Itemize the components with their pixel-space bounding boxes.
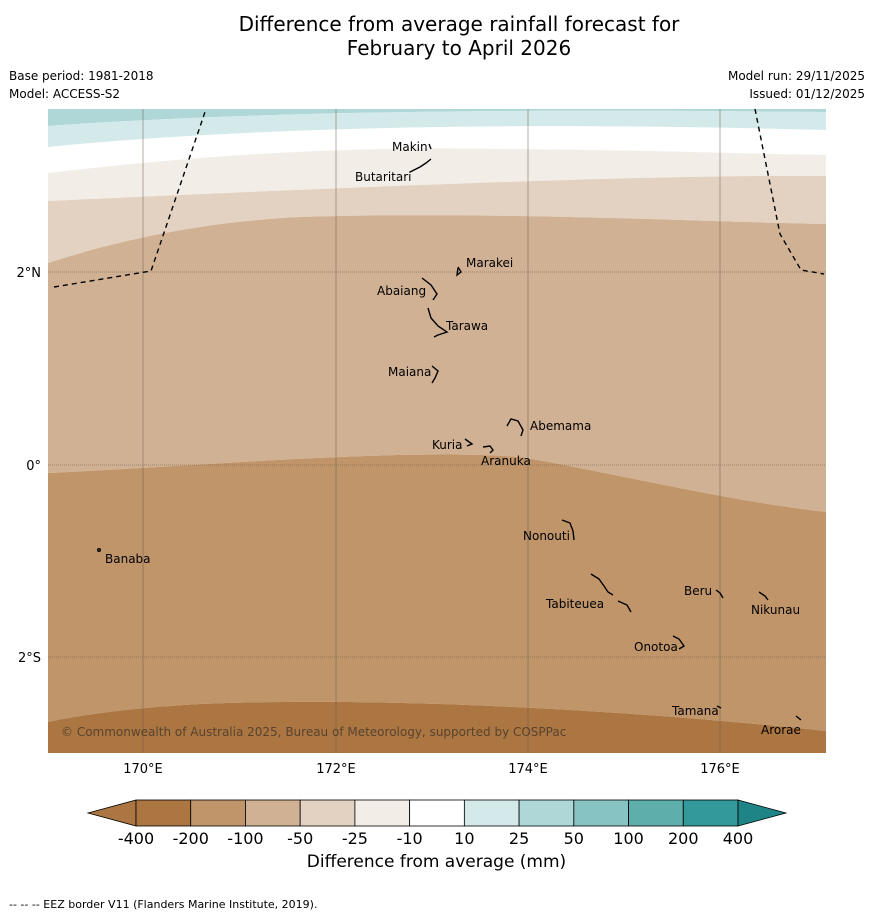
island-abaiang-outline [421,277,438,301]
colorbar-tick-label: -400 [118,829,154,848]
band-minus400-minus200 [48,701,826,753]
meta-left: Base period: 1981-2018 Model: ACCESS-S2 [9,67,154,103]
meta-right: Model run: 29/11/2025 Issued: 01/12/2025 [728,67,865,103]
band-minus200-minus100 [48,454,826,731]
island-marakei-outline [456,266,462,277]
label-kuria: Kuria [432,438,463,452]
colorbar-tick-label: 200 [668,829,699,848]
graticule [48,109,826,753]
lat-axis-labels: 2°N 0° 2°S [17,266,42,666]
colorbar-box [573,799,629,827]
issued-date: Issued: 01/12/2025 [749,87,865,101]
lat-label-0: 0° [26,459,41,474]
label-abaiang: Abaiang [377,284,426,298]
lon-label-170e: 170°E [123,762,163,777]
lat-label-2s: 2°S [18,651,41,666]
map-title: Difference from average rainfall forecas… [0,12,873,60]
island-makin-outline [428,143,432,150]
lat-label-2n: 2°N [17,266,42,281]
colorbar-extend-low [86,799,137,827]
label-marakei: Marakei [466,256,513,270]
copyright-notice: © Commonwealth of Australia 2025, Bureau… [61,725,566,739]
label-tarawa: Tarawa [445,319,488,333]
island-tarawa-outline [427,307,449,338]
colorbar-tick-label: 10 [454,829,474,848]
colorbar-box [135,799,192,827]
island-banaba-outline [96,548,101,553]
band-minus50-minus25 [48,175,826,263]
colorbar: -400 -200 -100 -50 -25 -10 10 25 50 100 200 400 [86,799,788,848]
island-maiana-outline [431,365,439,384]
colorbar-tick-label: 50 [564,829,584,848]
band-minus25-minus10 [48,148,826,201]
band-25-50 [48,109,826,126]
island-arorae-outline [795,715,802,721]
colorbar-box [190,799,246,827]
island-butaritari-outline [409,158,432,173]
colorbar-tick-label: -50 [287,829,313,848]
island-onotoa-outline [672,635,686,650]
islands [96,143,802,721]
colorbar-boxes [135,799,739,827]
colorbar-tick-label: -10 [397,829,423,848]
label-banaba: Banaba [105,552,151,566]
label-butaritari: Butaritari [355,170,412,184]
colorbar-box [628,799,684,827]
colorbar-tick-label: -25 [342,829,368,848]
base-period: Base period: 1981-2018 [9,69,154,83]
label-beru: Beru [684,584,712,598]
eez-border-east [754,108,825,275]
colorbar-tick-label: -200 [173,829,209,848]
island-kuria-outline [464,438,474,447]
label-abemama: Abemama [530,419,591,433]
colorbar-tick-labels: -400 -200 -100 -50 -25 -10 10 25 50 100 200 400 [118,829,753,848]
colorbar-tick-label: 400 [723,829,754,848]
island-tamana-outline [716,705,722,709]
lon-axis-labels: 170°E 172°E 174°E 176°E [123,762,740,777]
colorbar-title: Difference from average (mm) [306,852,567,872]
lon-label-176e: 176°E [700,762,740,777]
island-abemama-outline [506,418,524,437]
label-makin: Makin [392,140,428,154]
colorbar-extend-high [737,799,788,827]
colorbar-box [518,799,575,827]
title-line-1: Difference from average rainfall forecas… [238,12,680,36]
label-nonouti: Nonouti [523,529,570,543]
colorbar-box [682,799,739,827]
lon-label-172e: 172°E [316,762,356,777]
colorbar-box [409,799,465,827]
model-name: Model: ACCESS-S2 [9,87,121,101]
colorbar-box [354,799,411,827]
label-nikunau: Nikunau [751,603,800,617]
colorbar-box [299,799,356,827]
rainfall-bands [48,109,826,753]
island-tabiteuea-south-outline [617,600,632,613]
colorbar-box [245,799,301,827]
band-10-25 [48,110,826,147]
colorbar-tick-label: 25 [509,829,529,848]
island-nikunau-outline [758,591,769,601]
label-aranuka: Aranuka [481,454,531,468]
lon-label-174e: 174°E [508,762,548,777]
colorbar-box [463,799,520,827]
title-line-2: February to April 2026 [346,36,572,60]
model-run: Model run: 29/11/2025 [727,69,865,83]
island-aranuka-outline [482,445,494,454]
label-tabiteuea: Tabiteuea [545,597,604,611]
label-maiana: Maiana [388,365,431,379]
colorbar-tick-label: -100 [227,829,263,848]
eez-border [53,108,825,288]
island-nonouti-outline [561,519,575,541]
label-tamana: Tamana [671,704,719,718]
island-tabiteuea-north-outline [590,573,614,596]
place-labels: Makin Butaritari Marakei Abaiang Tarawa … [105,140,801,737]
colorbar-tick-label: 100 [613,829,644,848]
label-onotoa: Onotoa [634,640,678,654]
island-beru-outline [715,589,724,599]
label-arorae: Arorae [761,723,801,737]
band-minus100-minus50 [48,215,826,512]
eez-footer-note: -- -- -- EEZ border V11 (Flanders Marine… [9,898,318,911]
